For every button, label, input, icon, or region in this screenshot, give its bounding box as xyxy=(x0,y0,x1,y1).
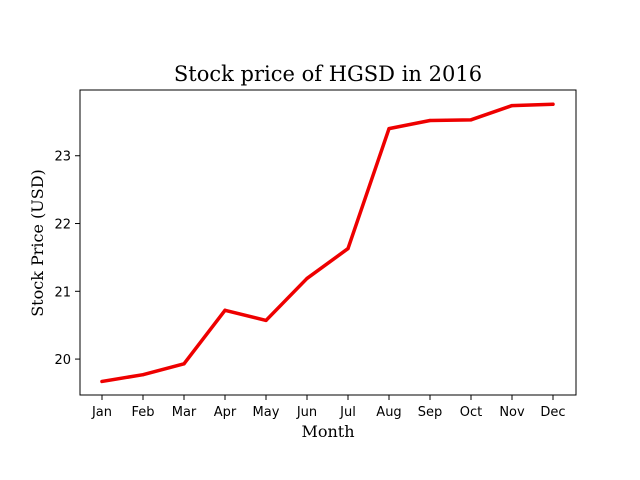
y-tick-label: 22 xyxy=(54,218,71,233)
data-point xyxy=(428,118,432,123)
data-point xyxy=(346,247,350,251)
data-point xyxy=(387,127,391,131)
x-tick-label: Oct xyxy=(460,405,482,420)
plot-frame xyxy=(79,89,577,396)
data-point xyxy=(305,276,309,281)
x-tick-label: May xyxy=(253,405,280,420)
y-tick-label: 20 xyxy=(54,353,71,368)
series-line xyxy=(100,102,555,384)
x-axis-label: Month xyxy=(301,422,354,441)
x-tick-label: Mar xyxy=(172,405,197,420)
x-tick-label: Jan xyxy=(91,405,112,420)
data-point xyxy=(264,318,268,323)
x-tick-label: Dec xyxy=(540,405,565,420)
y-axis: 20 21 22 23 xyxy=(54,150,80,368)
x-tick-label: Jun xyxy=(296,405,317,420)
plot-area xyxy=(80,90,576,395)
x-tick-label: Sep xyxy=(418,405,443,420)
x-tick-label: Nov xyxy=(499,405,525,420)
chart-title: Stock price of HGSD in 2016 xyxy=(174,62,482,86)
data-point xyxy=(510,103,514,108)
x-tick-label: Aug xyxy=(376,405,401,420)
data-point xyxy=(100,379,104,384)
data-point xyxy=(182,362,186,366)
y-axis-label: Stock Price (USD) xyxy=(28,169,47,317)
x-tick-label: Jul xyxy=(339,405,356,420)
x-tick-label: Feb xyxy=(131,405,154,420)
data-point xyxy=(141,373,145,377)
data-point xyxy=(469,118,473,122)
y-tick-label: 23 xyxy=(54,150,71,165)
series-layer xyxy=(100,102,555,384)
x-axis: Jan Feb Mar Apr May Jun Jul Aug Sep Oct Nov Dec xyxy=(91,395,566,420)
y-tick-label: 21 xyxy=(54,285,71,300)
x-tick-label: Apr xyxy=(214,405,237,420)
data-point xyxy=(223,308,227,312)
data-point xyxy=(551,102,555,106)
